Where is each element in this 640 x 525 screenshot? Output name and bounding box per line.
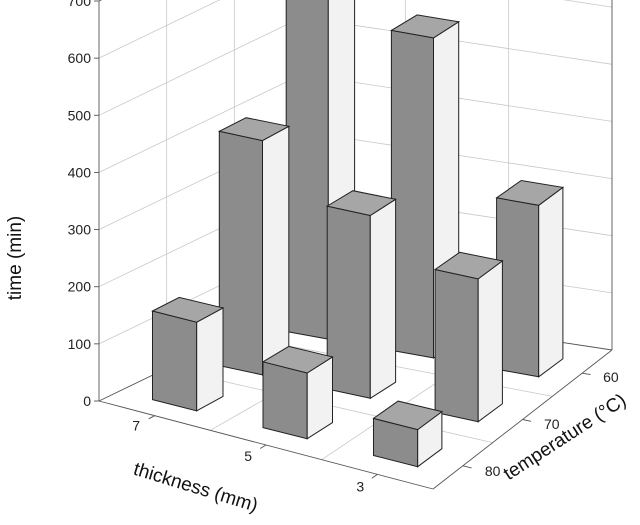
bar-front-face — [218, 130, 263, 376]
bar-side-face — [477, 259, 503, 423]
bar-front-face — [434, 268, 479, 423]
x-axis-ticks: 7 5 3 — [132, 415, 378, 495]
bar-side-face — [196, 307, 224, 412]
bar-side-face — [369, 198, 397, 400]
y-axis-label: temperature (°C) — [500, 390, 630, 485]
frame-edge-7 — [98, 0, 103, 2]
bar-front-face — [390, 29, 434, 359]
z-tick-label: 200 — [68, 279, 92, 295]
bar-3mm-70C — [433, 251, 504, 423]
bar-top-face — [390, 14, 461, 39]
z-tick-label: 100 — [68, 336, 92, 352]
x-axis-label: thickness (mm) — [131, 459, 260, 517]
bar-top-face — [495, 179, 565, 206]
z-tick-label: 0 — [83, 393, 91, 409]
bar-5mm-70C — [325, 190, 397, 400]
grid-line-z-400 — [98, 73, 613, 173]
x-tick-label: 3 — [356, 479, 364, 495]
bars — [151, 0, 565, 468]
y-tick-mark — [462, 465, 472, 469]
z-axis-ticks: 0 100 200 300 400 500 600 700 — [68, 0, 99, 409]
x-tick-mark — [371, 473, 378, 479]
bar-front-face — [262, 361, 308, 440]
z-tick-label: 400 — [68, 164, 92, 180]
bar-3mm-60C — [495, 179, 565, 378]
z-tick-label: 300 — [68, 222, 92, 238]
bar-side-face — [538, 186, 564, 378]
z-tick-label: 700 — [68, 0, 92, 9]
x-tick-label: 7 — [132, 417, 140, 433]
bar-top-face — [325, 190, 397, 217]
y-tick-mark — [582, 372, 591, 376]
bar-top-face — [261, 345, 334, 374]
bar-3mm-80C — [372, 400, 444, 468]
y-tick-mark — [522, 419, 532, 422]
bar-front-face — [496, 197, 540, 378]
x-tick-mark — [148, 415, 155, 420]
bar-7mm-70C — [217, 117, 291, 376]
bar-front-face — [285, 0, 329, 340]
bar-5mm-80C — [261, 345, 334, 440]
x-tick-label: 5 — [244, 448, 252, 464]
bar-7mm-80C — [151, 296, 225, 412]
grid-line-z-600 — [98, 0, 613, 59]
x-tick-mark — [260, 444, 267, 449]
bar-top-face — [217, 117, 291, 142]
grid-line-z-700 — [98, 0, 102, 2]
bar-5mm-60C — [390, 14, 461, 359]
y-tick-label: 80 — [485, 463, 501, 479]
bar-front-face — [152, 310, 198, 412]
grid-line-z-500 — [98, 16, 613, 116]
bar-top-face — [372, 400, 444, 431]
z-tick-label: 500 — [68, 107, 92, 123]
z-tick-label: 600 — [68, 50, 92, 66]
y-tick-label: 60 — [603, 369, 619, 385]
bar-side-face — [262, 125, 290, 376]
y-tick-label: 70 — [544, 416, 560, 432]
bar-top-face — [151, 296, 225, 323]
z-axis-label: time (min) — [5, 216, 26, 300]
y-axis-ticks: 80 70 60 — [462, 369, 619, 479]
bar-front-face — [326, 205, 371, 399]
bar-top-face — [433, 251, 504, 280]
